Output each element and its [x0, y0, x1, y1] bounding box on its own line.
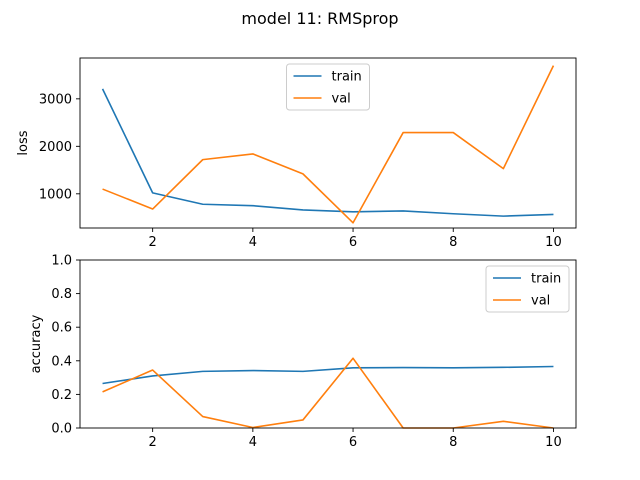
y-tick-label: 0.0: [51, 422, 72, 437]
x-tick-label: 4: [249, 435, 257, 450]
legend-label-train: train: [531, 272, 561, 287]
y-tick-label: 2000: [39, 140, 72, 155]
series-line-val: [102, 65, 555, 224]
x-tick-label: 4: [249, 235, 257, 250]
series-line-train: [101, 88, 554, 217]
figure-title: model 11: RMSprop: [241, 9, 398, 28]
x-tick-label: 6: [349, 235, 357, 250]
legend: train val: [286, 63, 370, 111]
x-tick-label: 2: [149, 235, 157, 250]
x-tick-label: 6: [349, 435, 357, 450]
x-tick-label: 8: [449, 235, 457, 250]
legend-label-val: val: [531, 294, 550, 309]
x-tick-label: 2: [149, 435, 157, 450]
x-tick-label: 8: [449, 435, 457, 450]
y-tick-label: 0.4: [51, 354, 72, 369]
x-tick-label: 10: [545, 235, 562, 250]
plot-frame: [79, 57, 577, 229]
legend-label-val: val: [332, 92, 351, 107]
y-tick-label: 1.0: [51, 254, 72, 269]
legend: train val: [485, 265, 570, 313]
y-tick-label: 1000: [39, 187, 72, 202]
x-tick-label: 10: [545, 435, 562, 450]
plot-frame: [79, 259, 577, 429]
legend-label-train: train: [332, 70, 362, 85]
series-line-train: [102, 365, 554, 385]
y-tick-label: 0.8: [51, 287, 72, 302]
y-tick-label: 3000: [39, 92, 72, 107]
y-axis-label: loss: [16, 130, 31, 155]
y-tick-label: 0.6: [51, 321, 72, 336]
accuracy-subplot: 2 4 6 8 10 0.0 0.2 0.4 0.6 0.8 1.0 accuracy train val: [29, 254, 577, 450]
loss-subplot: 2 4 6 8 10 1000 2000 3000 loss train val: [16, 57, 577, 250]
y-tick-label: 0.2: [51, 388, 72, 403]
series-line-val: [102, 357, 554, 429]
y-axis-label: accuracy: [29, 314, 44, 373]
